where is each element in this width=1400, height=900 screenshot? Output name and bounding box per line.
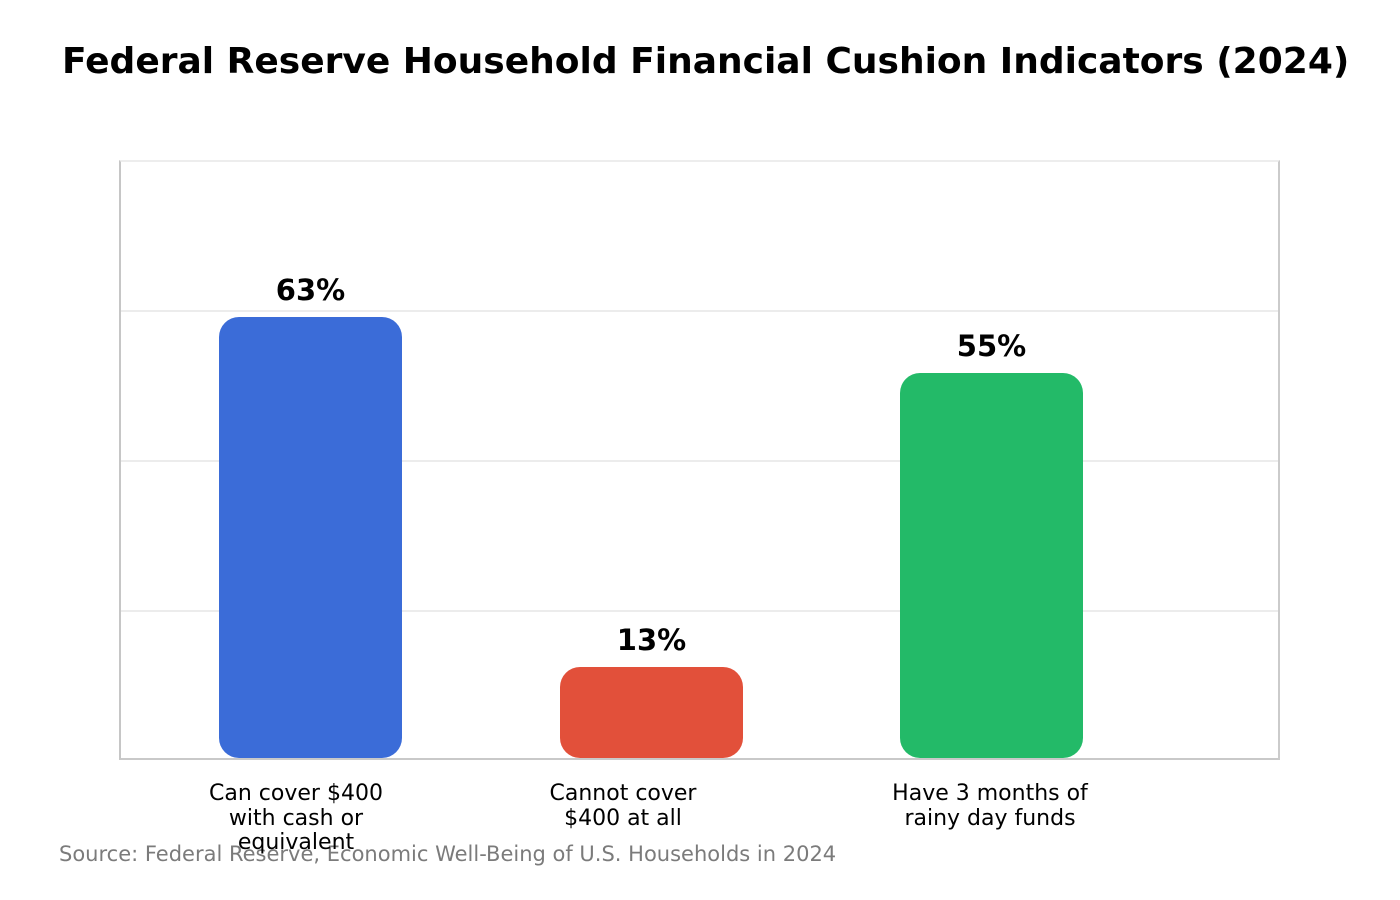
bar-value-label: 63%	[275, 273, 346, 307]
category-label-line: $400 at all	[564, 805, 682, 831]
bar-value-label: 55%	[956, 329, 1027, 363]
bar-value-label: 13%	[616, 623, 687, 657]
category-label: Can cover $400 with cash or equivalent	[146, 781, 446, 856]
bar	[900, 373, 1083, 758]
category-label-line: Cannot cover	[549, 781, 697, 806]
bar	[219, 317, 402, 758]
category-label-line: with cash or	[228, 805, 364, 831]
gridline	[121, 610, 1278, 612]
category-label-line: Have 3 months of	[892, 781, 1088, 806]
category-label-line: rainy day funds	[904, 805, 1076, 831]
category-label-line: equivalent	[237, 830, 355, 855]
category-label: Cannot cover $400 at all	[473, 781, 773, 831]
bar-group: 13%	[560, 162, 743, 758]
source-note: Source: Federal Reserve, Economic Well-B…	[59, 842, 837, 866]
gridline	[121, 310, 1278, 312]
category-label-line: Can cover $400	[209, 781, 383, 806]
gridline	[121, 460, 1278, 462]
plot-area: 63% 13% 55%	[119, 160, 1280, 760]
chart-title: Federal Reserve Household Financial Cush…	[62, 41, 1350, 82]
bar-group: 55%	[900, 162, 1083, 758]
bar	[560, 667, 743, 758]
bar-group: 63%	[219, 162, 402, 758]
category-label: Have 3 months of rainy day funds	[840, 781, 1140, 831]
